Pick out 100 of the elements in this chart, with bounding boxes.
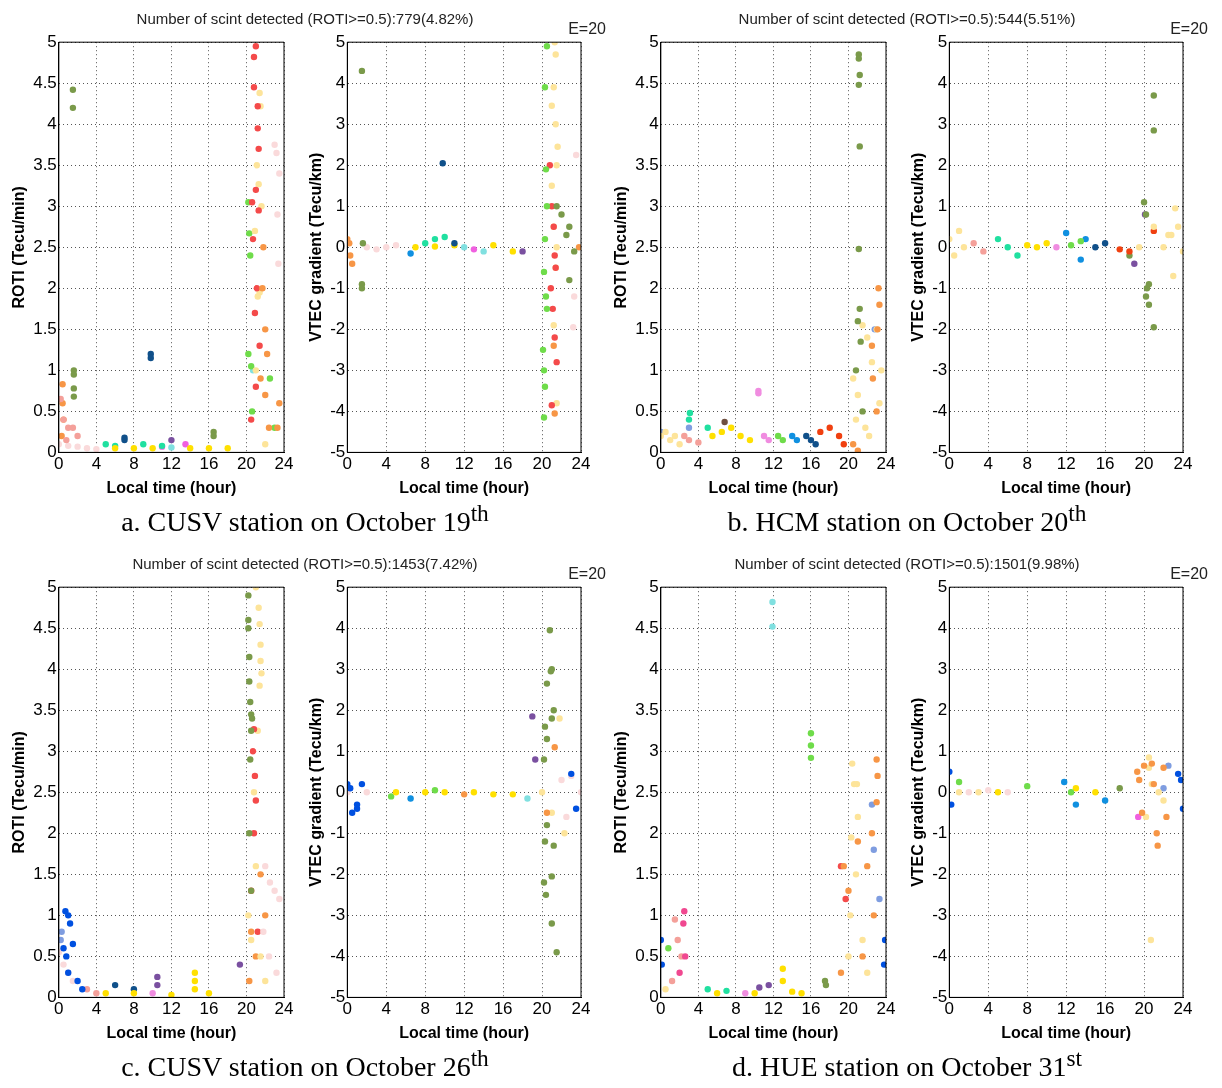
- x-tick-label: 4: [91, 999, 102, 1019]
- y-tick-label: 0: [335, 781, 346, 801]
- x-tick-label: 24: [1173, 999, 1193, 1019]
- y-tick-label: 2.5: [33, 236, 57, 256]
- y-tick-label: -3: [932, 905, 948, 925]
- y-tick-label: 1: [47, 905, 57, 925]
- y-tick-label: 1: [937, 195, 948, 215]
- x-tick-label: 20: [237, 454, 256, 474]
- x-tick-label: 16: [801, 454, 821, 474]
- x-tick-label: 12: [454, 999, 474, 1019]
- y-tick-label: 0.5: [635, 401, 659, 421]
- y-tick-label: 3: [335, 113, 346, 133]
- y-tick-label: 3: [335, 658, 346, 678]
- x-tick-label: 16: [801, 999, 821, 1019]
- x-tick-label: 16: [493, 999, 513, 1019]
- y-axis-title: ROTI (Tecu/min): [612, 186, 630, 309]
- x-tick-label: 8: [129, 999, 139, 1019]
- y-tick-label: -4: [330, 401, 346, 421]
- y-tick-label: 5: [649, 31, 659, 51]
- y-tick-label: 0: [937, 236, 948, 256]
- y-tick-label: 3: [47, 195, 57, 215]
- y-tick-label: 4: [47, 658, 57, 678]
- x-tick-label: 4: [91, 454, 102, 474]
- y-tick-label: 2: [937, 699, 948, 719]
- y-tick-label: 3: [937, 658, 948, 678]
- x-tick-label: 20: [1134, 454, 1154, 474]
- y-tick-label: 1: [335, 195, 346, 215]
- x-tick-label: 8: [129, 454, 139, 474]
- y-axis-title: ROTI (Tecu/min): [10, 186, 28, 309]
- x-tick-label: 8: [731, 454, 741, 474]
- x-tick-label: 24: [274, 454, 294, 474]
- y-tick-label: -1: [330, 278, 346, 298]
- y-tick-label: -2: [932, 319, 948, 339]
- x-tick-label: 8: [420, 454, 430, 474]
- x-axis-title: Local time (hour): [106, 1023, 237, 1041]
- x-axis-title: Local time (hour): [399, 1023, 530, 1041]
- y-tick-label: -3: [932, 360, 948, 380]
- chart-title: Number of scint detected (ROTI>=0.5):1501(9.98%): [734, 555, 1080, 572]
- x-axis-title: Local time (hour): [708, 478, 839, 496]
- x-tick-label: 24: [876, 454, 896, 474]
- y-tick-label: 1.5: [635, 864, 659, 884]
- y-axis-title: VTEC gradient (Tecu/km): [909, 697, 927, 887]
- x-tick-label: 4: [983, 999, 993, 1019]
- y-tick-label: 2: [649, 278, 659, 298]
- x-tick-label: 8: [1022, 454, 1032, 474]
- x-tick-label: 20: [237, 999, 256, 1019]
- y-axis-title: VTEC gradient (Tecu/km): [307, 152, 325, 342]
- y-tick-label: -4: [932, 401, 948, 421]
- y-tick-label: 4: [47, 113, 57, 133]
- y-tick-label: 4: [649, 658, 659, 678]
- y-tick-label: 4: [335, 72, 346, 92]
- y-tick-label: 2.5: [635, 781, 659, 801]
- y-tick-label: 5: [649, 576, 659, 596]
- x-tick-label: 4: [693, 999, 704, 1019]
- y-tick-label: 5: [47, 576, 57, 596]
- x-tick-label: 12: [1056, 999, 1076, 1019]
- y-tick-label: 3: [47, 740, 57, 760]
- y-axis-title: ROTI (Tecu/min): [10, 731, 28, 854]
- y-tick-label: 3.5: [33, 699, 57, 719]
- text: c. CUSV station on October 26$^{th}$: [120, 1045, 490, 1084]
- y-tick-label: -3: [330, 360, 346, 380]
- text: b. HCM station on October 20$^{th}$: [726, 500, 1088, 539]
- text: E=20: [568, 565, 606, 583]
- y-tick-label: 1.5: [33, 319, 57, 339]
- chart-title: Number of scint detected (ROTI>=0.5):1453(7.42%): [132, 555, 478, 572]
- x-tick-label: 4: [381, 999, 391, 1019]
- y-tick-label: 5: [335, 576, 346, 596]
- x-tick-label: 20: [532, 999, 552, 1019]
- y-tick-label: 3: [937, 113, 948, 133]
- x-tick-label: 8: [731, 999, 741, 1019]
- y-tick-label: -1: [932, 823, 948, 843]
- y-tick-label: 4.5: [635, 617, 659, 637]
- y-tick-label: 2: [335, 154, 346, 174]
- y-tick-label: -4: [932, 946, 948, 966]
- y-tick-label: 1: [649, 905, 659, 925]
- y-tick-label: 1: [937, 740, 948, 760]
- y-tick-label: -1: [330, 823, 346, 843]
- y-tick-label: 3: [649, 740, 659, 760]
- y-tick-label: 1: [335, 740, 346, 760]
- x-tick-label: 4: [381, 454, 391, 474]
- x-tick-label: 16: [493, 454, 513, 474]
- x-axis-title: Local time (hour): [1001, 478, 1132, 496]
- x-tick-label: 8: [1022, 999, 1032, 1019]
- x-axis-title: Local time (hour): [399, 478, 530, 496]
- x-tick-label: 16: [199, 454, 219, 474]
- chart-title: Number of scint detected (ROTI>=0.5):779(4.82%): [136, 10, 474, 27]
- y-tick-label: 0: [937, 781, 948, 801]
- y-tick-label: 3.5: [635, 699, 659, 719]
- y-tick-label: 0.5: [33, 401, 57, 421]
- y-tick-label: 3.5: [33, 154, 57, 174]
- y-tick-label: 2: [47, 823, 57, 843]
- y-tick-label: 5: [47, 31, 57, 51]
- x-tick-label: 16: [199, 999, 219, 1019]
- y-tick-label: 5: [335, 31, 346, 51]
- y-tick-label: -2: [330, 864, 346, 884]
- x-tick-label: 12: [1056, 454, 1076, 474]
- x-tick-label: 24: [876, 999, 896, 1019]
- x-tick-label: 20: [839, 454, 858, 474]
- x-tick-label: 12: [763, 999, 783, 1019]
- y-tick-label: 5: [937, 31, 948, 51]
